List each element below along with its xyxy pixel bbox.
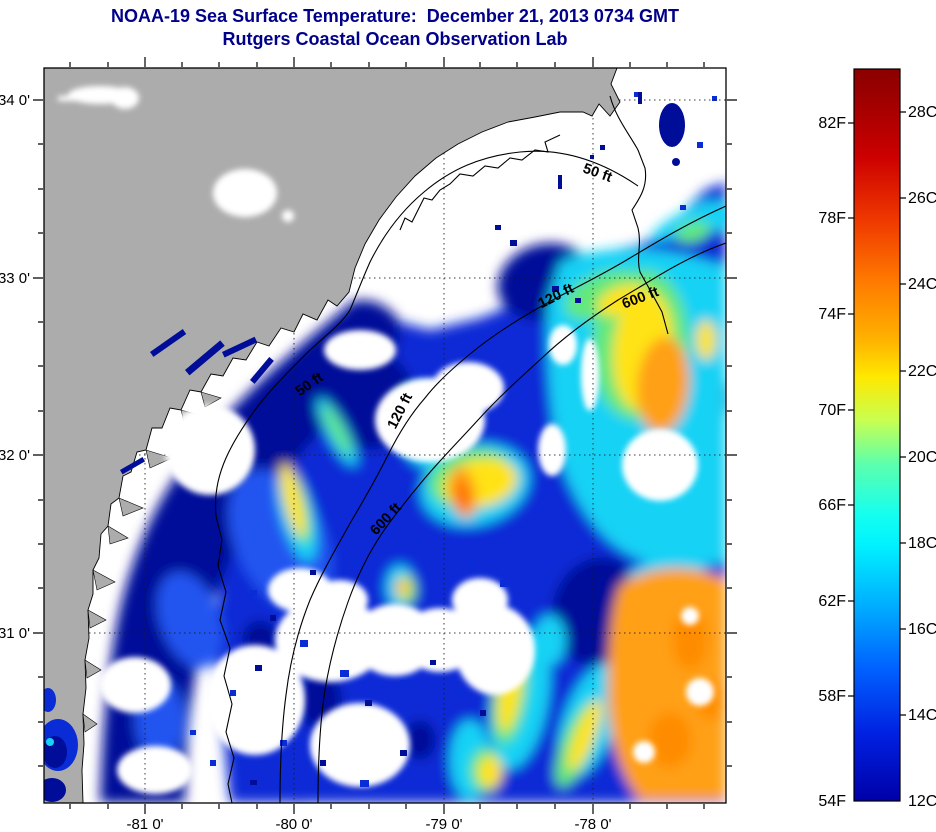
c-label: 16C (908, 621, 936, 638)
land-overlays (44, 86, 558, 802)
f-label: 78F (818, 210, 846, 227)
c-label: 22C (908, 363, 936, 380)
contour-shoals (399, 134, 561, 231)
colorbar-ticks (848, 111, 906, 716)
colorbar: 28C 26C 24C 22C 20C 18C 16C 14C 12C 82F … (818, 68, 936, 810)
cloud-patches (99, 193, 714, 794)
colorbar-gradient (853, 68, 901, 802)
c-label: 28C (908, 104, 936, 121)
x-tick-label: -81 0' (126, 816, 163, 832)
c-label: 18C (908, 535, 936, 552)
x-tick-label: -78 0' (574, 816, 611, 832)
contour-50ft-bay (214, 150, 639, 803)
river-inlets (119, 329, 274, 475)
f-label: 58F (818, 688, 846, 705)
figure-title: NOAA-19 Sea Surface Temperature: Decembe… (111, 6, 679, 26)
map-frame (43, 67, 727, 804)
colorbar-celsius-labels: 28C 26C 24C 22C 20C 18C 16C 14C 12C (908, 104, 936, 810)
c-label: 20C (908, 449, 936, 466)
colorbar-fahrenheit-labels: 82F 78F 74F 70F 66F 62F 58F 54F (818, 115, 846, 810)
y-axis-labels: 34 0' 33 0' 32 0' 31 0' (0, 92, 30, 642)
f-label: 62F (818, 593, 846, 610)
contour-120ft (279, 205, 726, 803)
axis-ticks (33, 57, 737, 814)
y-tick-label: 32 0' (0, 447, 30, 464)
x-tick-label: -79 0' (425, 816, 462, 832)
f-label: 82F (818, 115, 846, 132)
x-axis-labels: -81 0' -80 0' -79 0' -78 0' (126, 816, 611, 832)
x-tick-label: -80 0' (275, 816, 312, 832)
y-tick-label: 34 0' (0, 92, 30, 109)
c-label: 12C (908, 793, 936, 810)
y-tick-label: 31 0' (0, 625, 30, 642)
f-label: 70F (818, 402, 846, 419)
contour-600ft (317, 242, 726, 803)
sst-speckles (190, 92, 717, 787)
f-label: 66F (818, 497, 846, 514)
f-label: 54F (818, 793, 846, 810)
figure-subtitle: Rutgers Coastal Ocean Observation Lab (222, 29, 568, 49)
f-label: 74F (818, 306, 846, 323)
contour-50ft (609, 95, 669, 335)
c-label: 24C (908, 276, 936, 293)
map-area: 50 ft 50 ft 120 ft 120 ft 600 ft 600 ft (44, 68, 726, 803)
depth-contours (214, 95, 726, 803)
c-label: 26C (908, 190, 936, 207)
y-tick-label: 33 0' (0, 270, 30, 287)
land-region (44, 68, 621, 803)
c-label: 14C (908, 707, 936, 724)
